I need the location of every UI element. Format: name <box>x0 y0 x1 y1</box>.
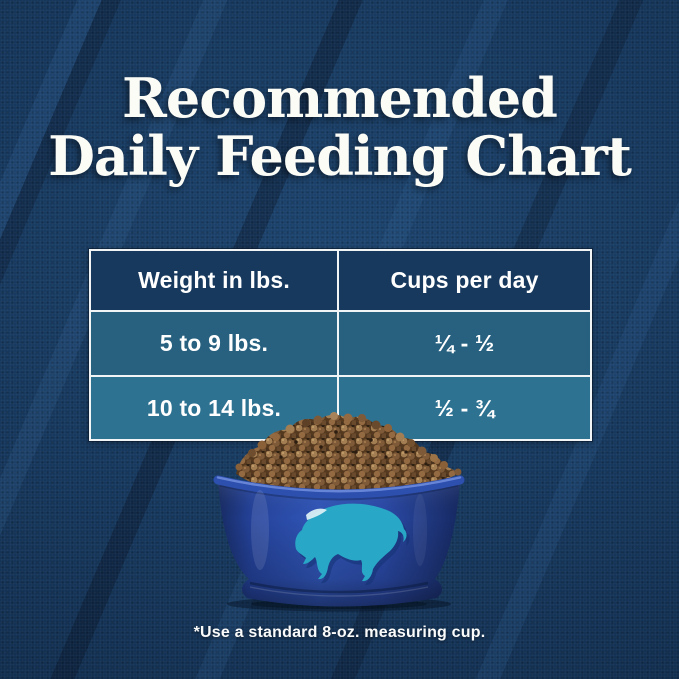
table-cell-weight-row1: 5 to 9 lbs. <box>91 312 338 375</box>
table-cell-cups-row1: ¼ - ½ <box>339 312 590 375</box>
page-title-line1: Recommended <box>122 66 558 130</box>
feeding-chart-table: Weight in lbs. Cups per day 5 to 9 lbs. … <box>89 249 592 441</box>
bowl-body <box>213 475 465 607</box>
dog-bowl-graphic <box>213 412 465 612</box>
kibble-mound <box>235 412 462 500</box>
column-header-cups: Cups per day <box>339 251 590 310</box>
bowl-rim <box>213 475 465 499</box>
buffalo-logo-icon <box>295 503 410 586</box>
page-title-line2: Daily Feeding Chart <box>48 123 632 188</box>
column-header-weight: Weight in lbs. <box>91 251 338 310</box>
page-title: Recommended Daily Feeding Chart <box>0 66 679 188</box>
measuring-cup-footnote: *Use a standard 8-oz. measuring cup. <box>193 624 486 641</box>
table-cell-cups-row2: ½ - ¾ <box>339 377 590 439</box>
